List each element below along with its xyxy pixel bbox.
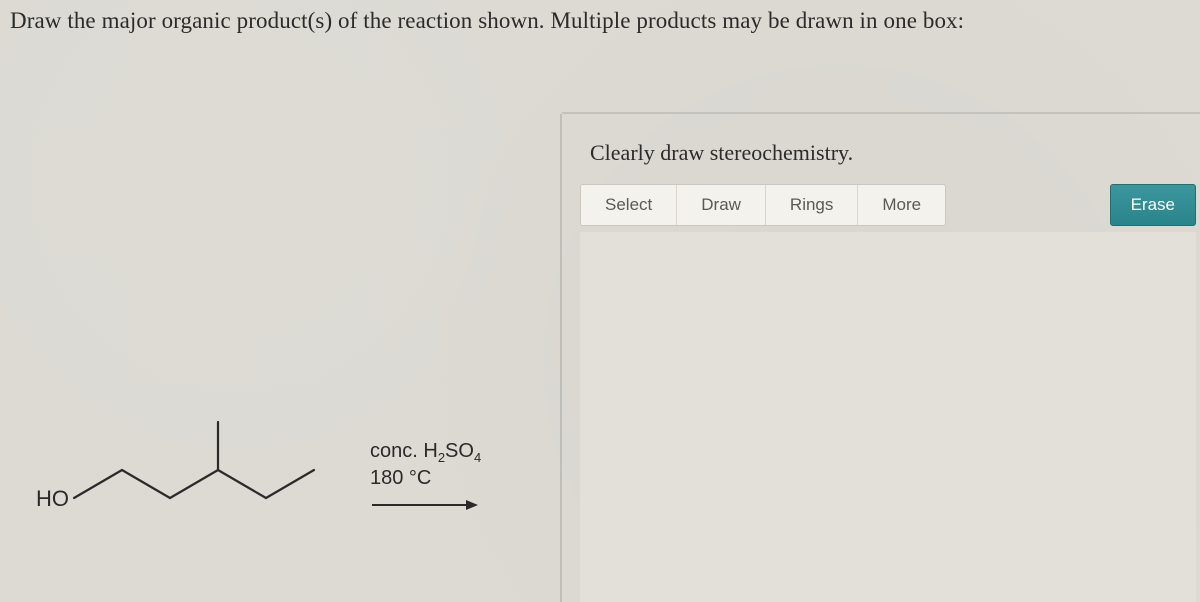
reagent-sub-1: 2 — [438, 450, 445, 465]
rings-tool-button[interactable]: Rings — [766, 185, 858, 225]
erase-button[interactable]: Erase — [1110, 184, 1196, 226]
reagent-line-2: 180 °C — [370, 467, 540, 490]
select-tool-button[interactable]: Select — [581, 185, 677, 225]
reagent-conditions: conc. H2SO4 180 °C — [370, 440, 540, 490]
reaction-arrow — [370, 498, 480, 512]
drawing-panel: Clearly draw stereochemistry. Select Dra… — [568, 112, 1200, 602]
more-tool-button[interactable]: More — [858, 185, 945, 225]
starting-material-structure: HO — [30, 360, 350, 520]
instruction-text: Clearly draw stereochemistry. — [590, 140, 1200, 166]
draw-tool-button[interactable]: Draw — [677, 185, 766, 225]
drawing-canvas[interactable] — [580, 232, 1196, 602]
hydroxyl-label: HO — [36, 486, 69, 511]
toolbar: Select Draw Rings More Erase — [580, 184, 1200, 226]
panel-divider-vertical — [560, 114, 562, 602]
reagent-line-1: conc. H2SO4 — [370, 440, 540, 465]
reagent-mid: SO — [445, 440, 474, 462]
reagent-prefix: conc. H — [370, 440, 438, 462]
tool-group: Select Draw Rings More — [580, 184, 946, 226]
question-text: Draw the major organic product(s) of the… — [10, 8, 964, 34]
reagent-sub-2: 4 — [474, 450, 481, 465]
reaction-panel: HO conc. H2SO4 180 °C — [0, 60, 560, 600]
